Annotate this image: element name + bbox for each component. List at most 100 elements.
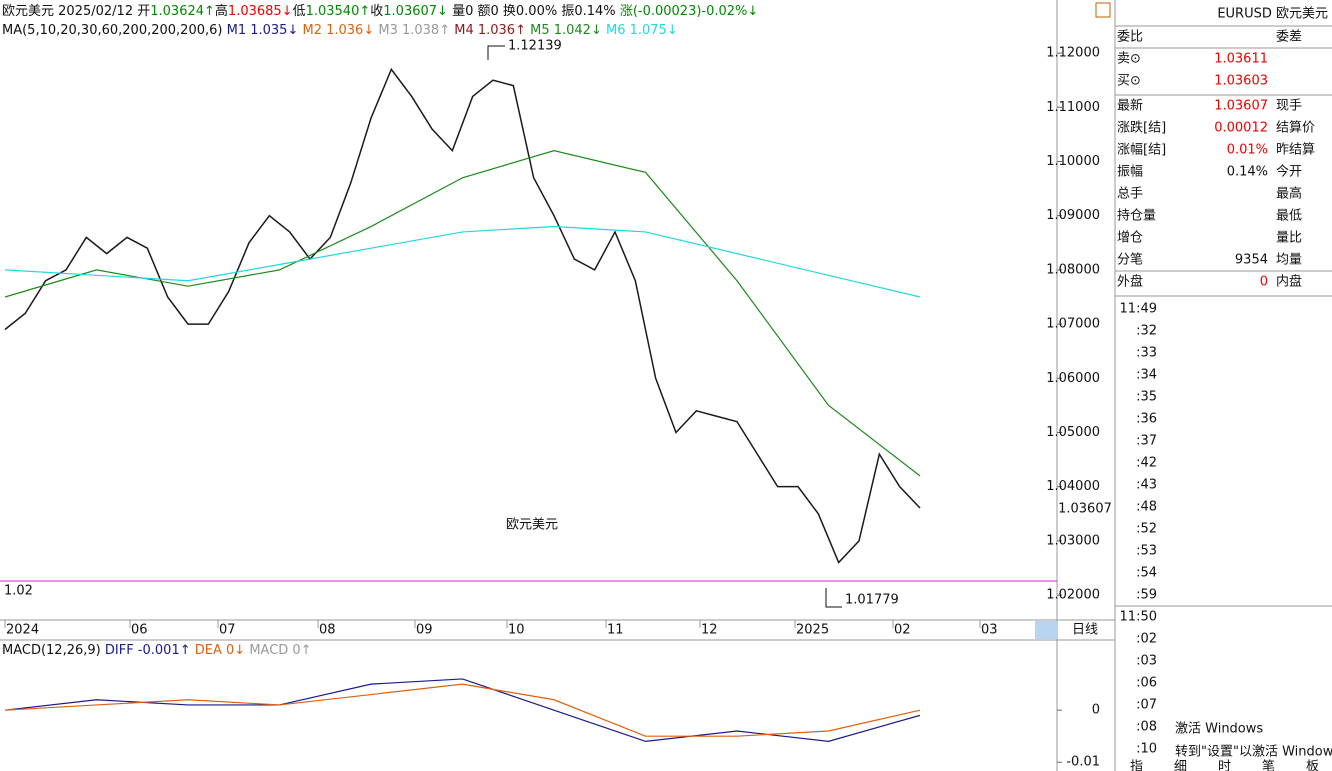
- activation-watermark: 转到"设置"以激活 Windows: [1175, 745, 1332, 760]
- row-label: 昨结算: [1276, 143, 1315, 158]
- date-label: 2025: [796, 623, 829, 638]
- y-tick-label: 1.04000: [1046, 479, 1100, 494]
- low-label: 1.01779: [845, 593, 899, 608]
- y-tick-label: 1.09000: [1046, 208, 1100, 223]
- macd-params: MACD(12,26,9): [2, 643, 101, 658]
- y-tick-label: -0.01: [1066, 755, 1100, 770]
- label: 收: [370, 4, 383, 19]
- value: 1.03624↑: [150, 4, 215, 19]
- high-pointer: [487, 45, 505, 60]
- quote-header: 欧元美元 2025/02/12 开1.03624↑高1.03685↓低1.035…: [2, 3, 758, 19]
- y-tick-label: 0: [1092, 703, 1100, 718]
- y-tick-label: 1.12000: [1046, 46, 1100, 61]
- y-tick-label: 1.06000: [1046, 371, 1100, 386]
- panel-tab[interactable]: 笔: [1262, 759, 1275, 771]
- row-label: 最新: [1117, 98, 1143, 114]
- row-label: 外盘: [1117, 274, 1143, 290]
- row-label: 买⊙: [1117, 74, 1141, 89]
- value: 1.03685↓: [228, 4, 293, 19]
- y-tick-label: 1.03000: [1046, 533, 1100, 548]
- activation-watermark: 激活 Windows: [1175, 722, 1263, 737]
- ma: M6 1.075↓: [606, 23, 678, 38]
- row-label: 最高: [1276, 186, 1302, 202]
- scroll-box[interactable]: [1035, 621, 1057, 639]
- row-label: 分笔: [1117, 252, 1143, 268]
- window-button[interactable]: [1095, 2, 1111, 18]
- panel-tab[interactable]: 时: [1218, 760, 1231, 771]
- panel-tab[interactable]: 细: [1174, 760, 1187, 771]
- tick-time: :34: [1136, 368, 1157, 383]
- period-tab[interactable]: 日线: [1072, 623, 1098, 638]
- row-label: 均量: [1276, 253, 1302, 268]
- row-label: 现手: [1276, 99, 1302, 114]
- row-value: 0.01%: [1227, 143, 1268, 158]
- date-label: 07: [219, 623, 236, 638]
- row-label: 总手: [1117, 187, 1143, 202]
- tick-time: :53: [1136, 544, 1157, 559]
- high-label: 1.12139: [508, 39, 562, 54]
- dea: DEA 0↓: [195, 643, 245, 658]
- tick-time: :33: [1136, 346, 1157, 361]
- tick-time: :59: [1136, 588, 1157, 603]
- ma-params: MA(5,10,20,30,60,200,200,200,6): [2, 23, 222, 38]
- macd-legend: MACD(12,26,9) DIFF -0.001↑ DEA 0↓ MACD 0…: [2, 643, 312, 658]
- ma: M2 1.036↓: [302, 23, 374, 38]
- y-tick-label: 1.11000: [1046, 100, 1100, 115]
- tick-time: :06: [1136, 676, 1157, 691]
- ma: M5 1.042↓: [530, 23, 602, 38]
- symbol: 欧元美元: [2, 4, 54, 19]
- row-label: 委差: [1276, 30, 1302, 45]
- tick-time: :32: [1136, 324, 1157, 339]
- tick-time: :48: [1136, 500, 1157, 515]
- series-line: [4, 150, 921, 477]
- tick-time: :42: [1136, 456, 1157, 471]
- amount: 额0: [477, 4, 498, 19]
- date-label: 11: [607, 623, 624, 638]
- label: 涨: [620, 4, 633, 19]
- row-label: 今开: [1276, 164, 1302, 180]
- row-value: 1.03607: [1214, 99, 1268, 114]
- ma: M1 1.035↓: [227, 23, 299, 38]
- value: 1.03607↓: [383, 4, 448, 19]
- ma: M4 1.036↑: [454, 23, 526, 38]
- panel-tab[interactable]: 指: [1130, 760, 1143, 771]
- current-price: 1.03607: [1058, 502, 1112, 517]
- row-value: 0: [1260, 275, 1268, 290]
- tick-time: 11:49: [1120, 302, 1157, 317]
- macd: MACD 0↑: [249, 643, 311, 658]
- support-label: 1.02: [4, 584, 33, 599]
- row-value: 0.14%: [1227, 165, 1268, 180]
- tick-time: :37: [1136, 434, 1157, 449]
- tick-time: :36: [1136, 412, 1157, 427]
- series-line: [4, 225, 921, 298]
- row-label: 结算价: [1276, 121, 1315, 136]
- y-tick-label: 1.08000: [1046, 262, 1100, 277]
- tick-time: 11:50: [1120, 610, 1157, 625]
- label: 低: [293, 4, 306, 19]
- date: 2025/02/12: [58, 4, 133, 19]
- chart-watermark: 欧元美元: [506, 518, 558, 533]
- y-tick-label: 1.02000: [1046, 588, 1100, 603]
- row-value: 1.03611: [1214, 52, 1268, 67]
- label: 开: [137, 4, 150, 19]
- value: 1.03540↑: [306, 4, 371, 19]
- date-label: 03: [981, 623, 998, 638]
- ma: M3 1.038↑: [378, 23, 450, 38]
- row-label: 卖⊙: [1117, 52, 1141, 67]
- row-label: 涨跌[结]: [1117, 120, 1166, 136]
- row-label: 增仓: [1117, 231, 1143, 246]
- amplitude: 振0.14%: [561, 4, 615, 19]
- series-line: [4, 683, 921, 737]
- row-value: 9354: [1235, 253, 1268, 268]
- label: 高: [215, 3, 228, 19]
- tick-time: :43: [1136, 478, 1157, 493]
- diff: DIFF -0.001↑: [105, 643, 191, 658]
- panel-tab[interactable]: 板: [1306, 760, 1319, 771]
- date-label: 02: [894, 623, 911, 638]
- y-tick-label: 1.05000: [1046, 425, 1100, 440]
- date-label: 12: [701, 623, 718, 638]
- series-line: [4, 67, 921, 564]
- tick-time: :35: [1136, 390, 1157, 405]
